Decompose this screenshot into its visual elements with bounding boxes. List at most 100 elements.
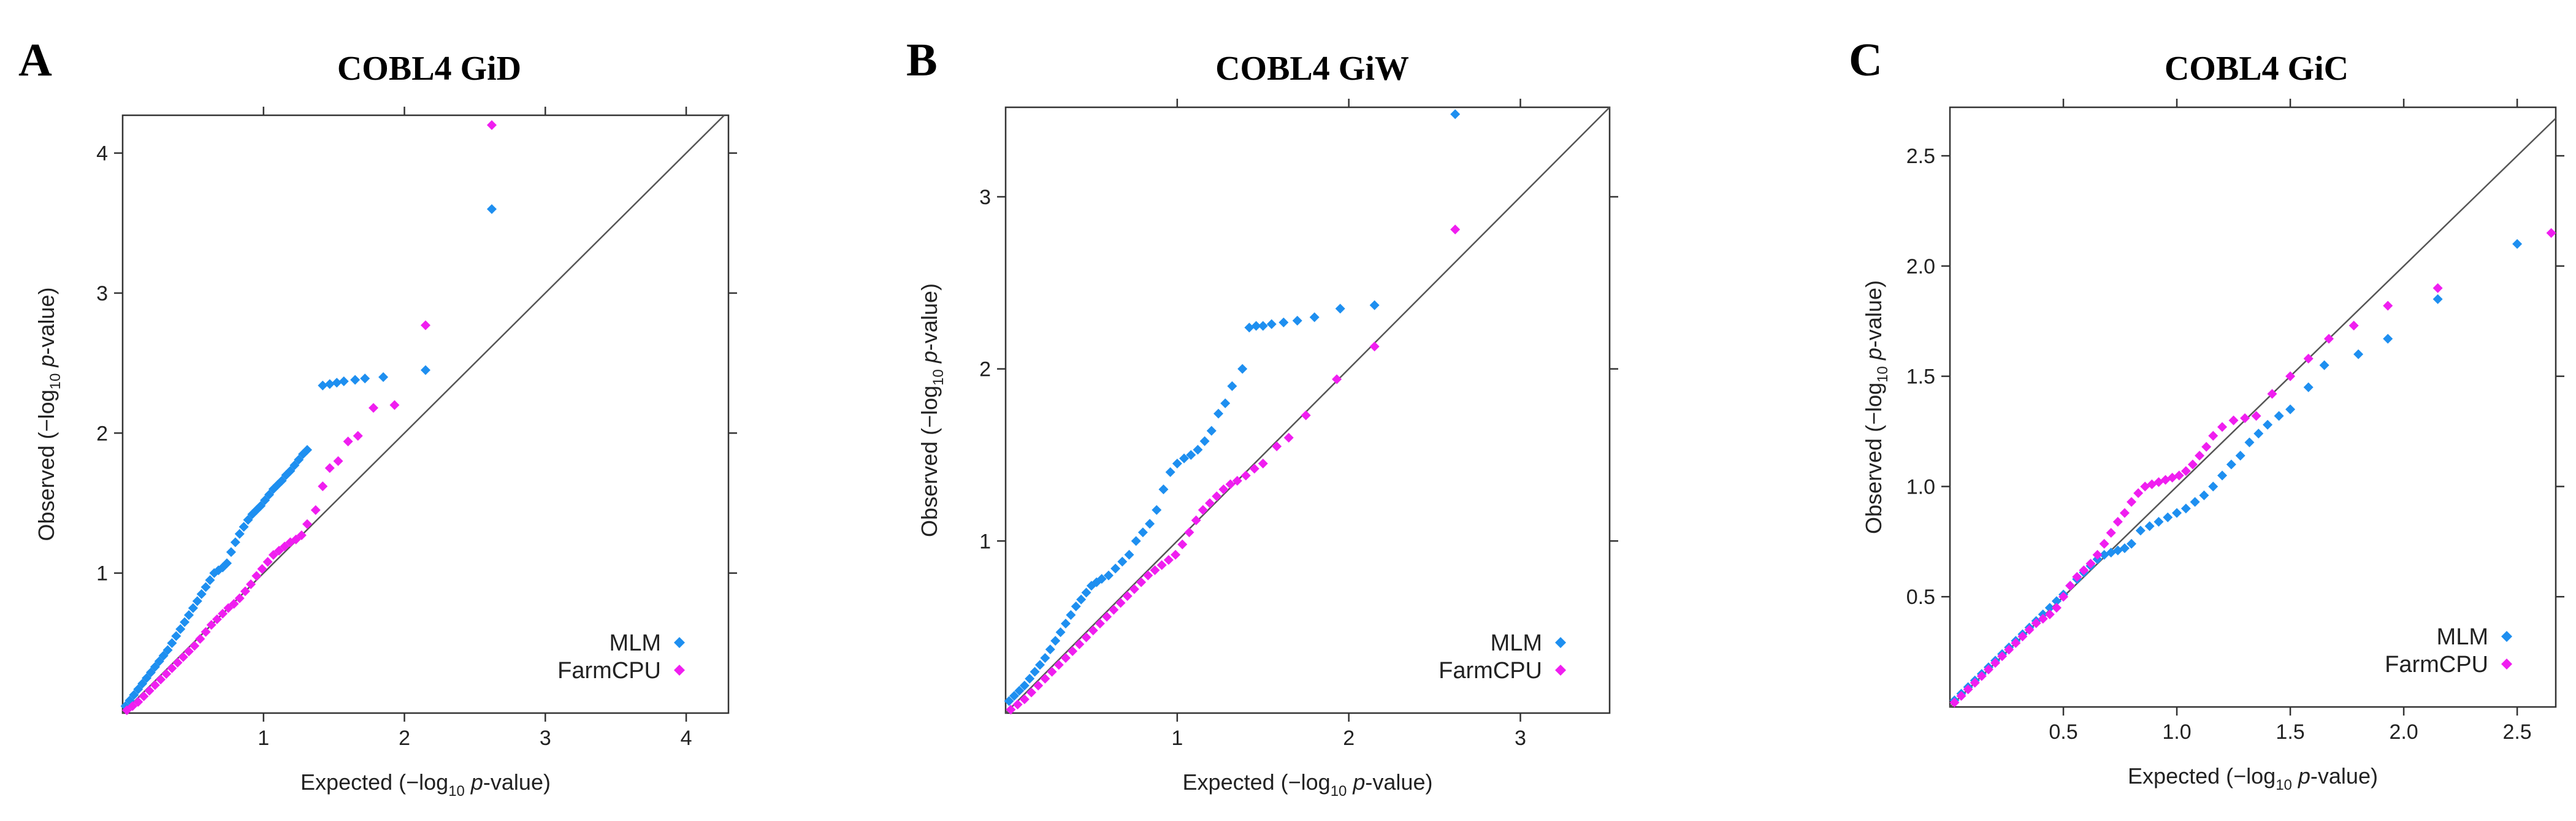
data-point-farmcpu [2228, 415, 2239, 426]
y-axis-label: Observed (−log10 p-value) [917, 283, 947, 537]
x-tick-label: 4 [681, 727, 692, 750]
data-point-mlm [318, 380, 328, 391]
data-point-mlm [158, 651, 169, 661]
data-point-mlm [171, 631, 182, 641]
data-point-farmcpu [2285, 371, 2296, 381]
data-point-mlm [196, 589, 207, 599]
y-tick-label: 1 [979, 530, 991, 553]
data-point-mlm [243, 514, 253, 525]
y-axis-label: Observed (−log10 p-value) [34, 288, 64, 541]
data-point-farmcpu [2044, 609, 2055, 619]
data-point-farmcpu [183, 646, 194, 657]
data-point-farmcpu [343, 437, 353, 447]
data-point-farmcpu [2546, 227, 2556, 238]
panel-title: COBL4 GiW [1215, 50, 1409, 88]
data-point-farmcpu [2085, 559, 2096, 569]
legend-marker [674, 665, 685, 676]
x-axis-label: Expected (−log10 p-value) [300, 769, 551, 800]
data-point-farmcpu [1184, 527, 1194, 538]
data-point-mlm [1086, 581, 1096, 591]
legend-marker [1555, 665, 1566, 676]
panel-label: B [906, 34, 938, 86]
data-point-farmcpu [128, 701, 138, 711]
data-point-mlm [1193, 445, 1203, 455]
data-point-farmcpu [1225, 479, 1236, 489]
data-point-farmcpu [2251, 411, 2261, 421]
data-point-farmcpu [2195, 451, 2205, 461]
x-tick-label: 1 [258, 727, 269, 750]
legend-label: MLM [1491, 630, 1542, 656]
x-axis-label: Expected (−log10 p-value) [1183, 769, 1433, 800]
data-point-mlm [1004, 696, 1014, 706]
data-point-mlm [1055, 627, 1066, 638]
x-tick-label: 2.5 [2502, 720, 2531, 744]
data-point-farmcpu [150, 680, 160, 690]
data-point-farmcpu [2201, 441, 2212, 452]
data-point-mlm [1292, 316, 1302, 326]
data-point-farmcpu [2433, 283, 2443, 293]
data-point-farmcpu [1163, 555, 1174, 565]
data-point-farmcpu [1156, 560, 1167, 570]
data-point-mlm [1071, 601, 1081, 611]
y-tick-label: 2.0 [1906, 255, 1935, 278]
data-point-mlm [2127, 538, 2137, 549]
data-point-farmcpu [1047, 666, 1057, 677]
data-point-mlm [324, 379, 335, 389]
data-point-farmcpu [1026, 687, 1036, 698]
x-tick-label: 3 [540, 727, 551, 750]
data-point-farmcpu [1949, 697, 1960, 708]
data-point-farmcpu [144, 685, 155, 696]
data-point-farmcpu [333, 456, 343, 466]
data-point-farmcpu [2051, 603, 2062, 613]
data-point-farmcpu [178, 652, 188, 662]
data-point-mlm [1152, 505, 1162, 515]
legend-label: FarmCPU [557, 658, 661, 684]
data-point-farmcpu [1122, 591, 1133, 601]
data-point-mlm [1076, 594, 1087, 605]
data-point-farmcpu [1115, 598, 1126, 608]
data-point-farmcpu [1249, 464, 1259, 474]
plot-frame [121, 114, 730, 714]
y-tick-label: 2 [979, 358, 991, 381]
data-point-farmcpu [1976, 671, 1987, 681]
data-point-mlm [2319, 360, 2329, 370]
data-point-mlm [302, 445, 312, 455]
data-point-farmcpu [1150, 565, 1160, 576]
data-point-farmcpu [1053, 660, 1064, 670]
data-point-farmcpu [189, 641, 200, 651]
y-tick-label: 3 [96, 282, 108, 305]
data-point-mlm [192, 596, 202, 606]
data-point-farmcpu [1983, 664, 1993, 674]
data-point-farmcpu [2031, 618, 2041, 628]
data-point-mlm [2208, 481, 2219, 492]
data-point-farmcpu [2127, 497, 2137, 507]
data-point-mlm [230, 537, 240, 548]
x-tick-label: 0.5 [2049, 720, 2077, 744]
y-tick-label: 3 [979, 186, 991, 209]
data-point-farmcpu [421, 320, 430, 330]
qq-plot-b: 1 2 3 1 2 3 Expected (−log10 p-value) Observed … [917, 99, 1618, 800]
data-point-mlm [277, 475, 287, 486]
panel-title: COBL4 GiC [2164, 50, 2349, 88]
data-point-mlm [2226, 459, 2236, 470]
x-tick-label: 1.0 [2162, 720, 2191, 744]
data-point-farmcpu [318, 481, 328, 492]
data-point-mlm [1103, 570, 1114, 581]
y-tick-label: 1.0 [1906, 475, 1935, 498]
data-point-mlm [338, 376, 349, 386]
data-point-mlm [142, 673, 152, 683]
data-point-mlm [1165, 467, 1175, 478]
data-point-mlm [201, 582, 211, 592]
data-point-mlm [294, 454, 304, 465]
data-point-mlm [2119, 543, 2130, 554]
legend-label: MLM [610, 630, 661, 656]
data-point-farmcpu [195, 633, 205, 644]
data-point-farmcpu [2349, 320, 2359, 330]
data-point-farmcpu [1129, 584, 1139, 594]
data-point-mlm [332, 378, 342, 388]
data-point-farmcpu [1136, 577, 1147, 587]
data-point-farmcpu [2038, 614, 2048, 624]
data-point-farmcpu [2180, 466, 2191, 476]
data-point-farmcpu [2024, 625, 2035, 635]
data-point-farmcpu [1095, 619, 1105, 629]
